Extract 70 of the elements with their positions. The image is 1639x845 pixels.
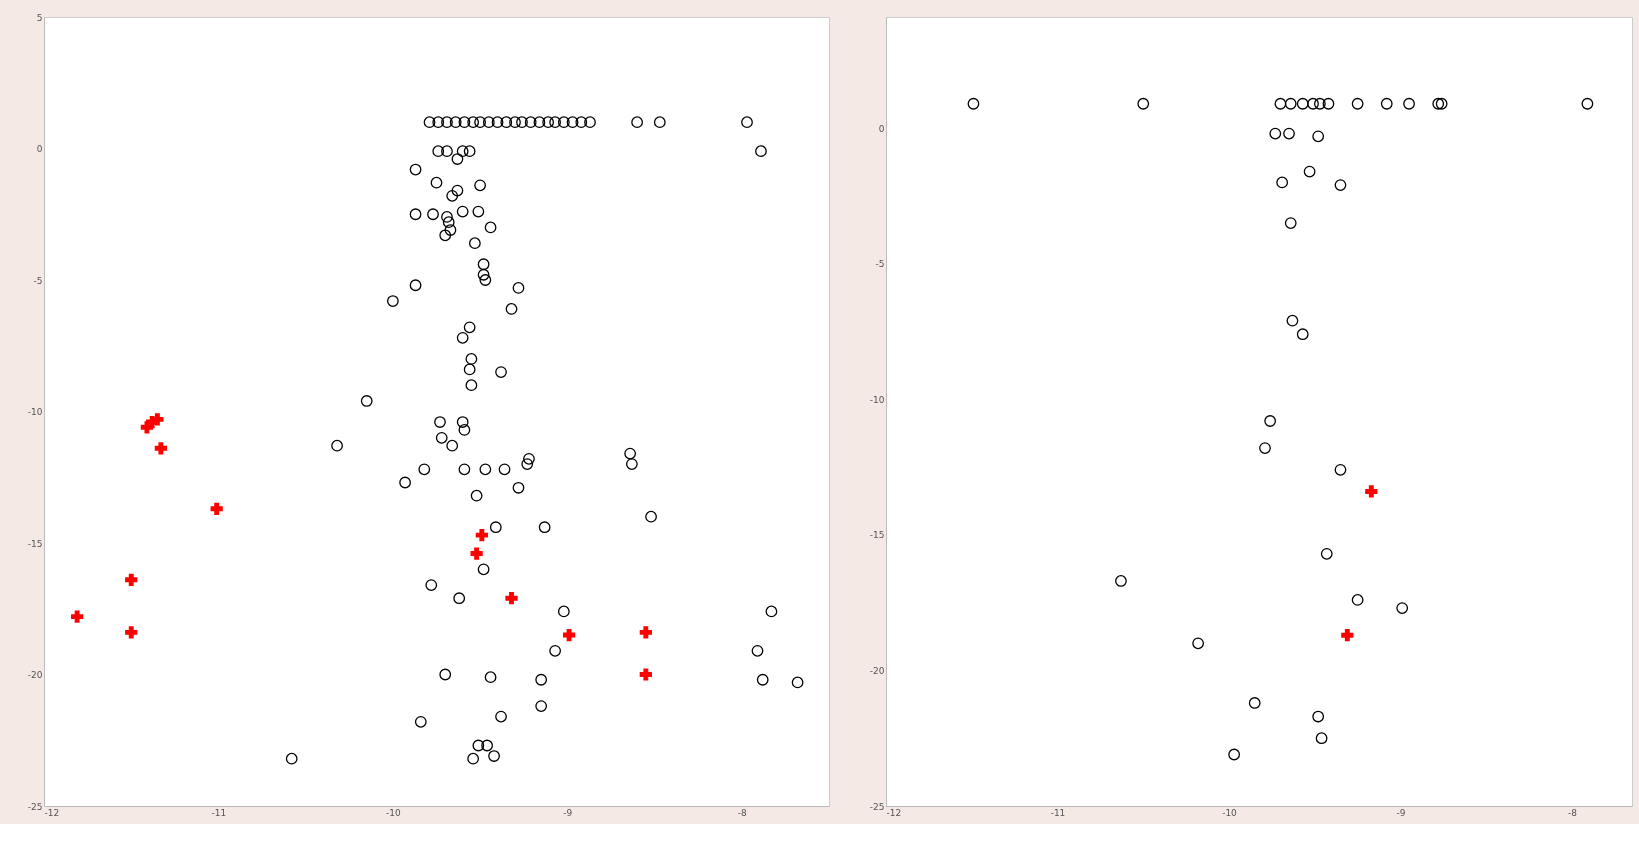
point [1334, 463, 1347, 476]
y-tick-label: 5 [36, 12, 43, 23]
point [1264, 415, 1277, 427]
x-tick-label: -11 [211, 807, 227, 818]
y-tick-label: -15 [869, 530, 885, 541]
point [210, 502, 223, 515]
point [1269, 127, 1282, 140]
x-tick-label: -9 [563, 807, 573, 818]
x-tick-label: -11 [1050, 807, 1066, 818]
point [1115, 575, 1127, 587]
point [1380, 97, 1393, 110]
x-tick-label: -8 [1567, 807, 1578, 818]
point [475, 528, 488, 542]
point [1365, 485, 1378, 498]
point [639, 668, 652, 681]
point [1307, 97, 1319, 110]
point [1274, 97, 1287, 110]
point [1581, 97, 1594, 110]
point [1315, 732, 1328, 745]
point [1296, 97, 1309, 110]
point [1312, 710, 1325, 723]
y-tick-label: -10 [27, 407, 43, 417]
point [1334, 179, 1347, 191]
x-tick-label: -8 [737, 807, 748, 818]
x-tick-label: -10 [386, 807, 402, 818]
point [125, 573, 138, 586]
point [1320, 547, 1333, 560]
point [1303, 165, 1316, 178]
point [1312, 130, 1325, 143]
point [1137, 97, 1150, 110]
point [1283, 127, 1295, 140]
point [967, 97, 980, 110]
y-tick-label: -5 [33, 275, 43, 286]
point [140, 421, 154, 434]
point [470, 547, 483, 560]
point [154, 442, 167, 455]
point [1403, 97, 1415, 110]
point [1351, 594, 1364, 606]
y-tick-label: -5 [875, 259, 885, 270]
point [1248, 697, 1261, 709]
y-tick-label: -25 [869, 801, 885, 812]
point [1192, 637, 1205, 650]
point [1296, 328, 1309, 341]
point [639, 626, 652, 639]
point [1276, 176, 1289, 189]
point [1259, 442, 1271, 454]
point [71, 610, 84, 623]
point [1341, 629, 1354, 642]
x-tick-label: -10 [1222, 807, 1238, 818]
point [1396, 602, 1409, 614]
point [1284, 97, 1297, 110]
y-tick-label: -10 [869, 394, 885, 405]
point [125, 626, 138, 639]
point [1228, 748, 1241, 761]
point [1322, 97, 1335, 110]
y-tick-label: 0 [878, 123, 885, 134]
x-tick-label: -9 [1396, 807, 1406, 818]
x-tick-label: -12 [886, 807, 902, 818]
point [1351, 97, 1364, 110]
y-tick-label: -20 [869, 665, 885, 676]
x-tick-label: -12 [44, 807, 60, 818]
point [1286, 314, 1299, 327]
point [1313, 97, 1326, 110]
y-tick-label: 0 [36, 144, 43, 154]
y-tick-label: -15 [27, 538, 43, 549]
point [1284, 217, 1297, 229]
y-tick-label: -20 [27, 670, 43, 680]
point [562, 628, 576, 642]
point [505, 592, 518, 605]
y-tick-label: -25 [27, 801, 43, 812]
